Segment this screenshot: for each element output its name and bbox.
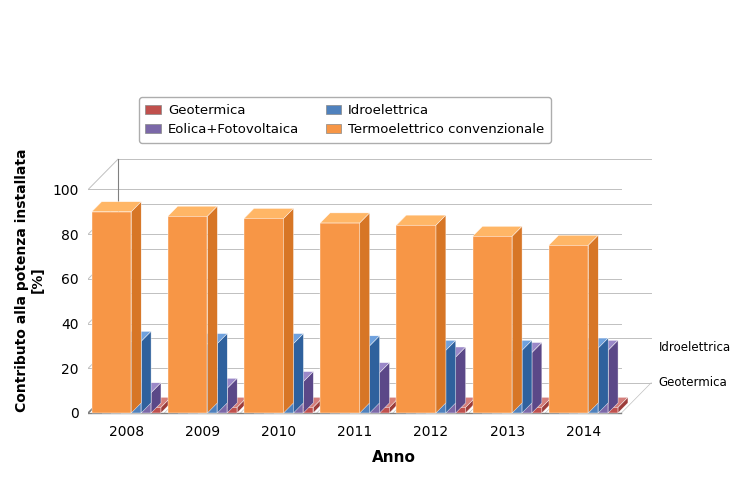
Polygon shape (111, 383, 161, 393)
Polygon shape (370, 336, 380, 413)
Polygon shape (330, 346, 370, 413)
Polygon shape (568, 340, 618, 350)
Polygon shape (102, 341, 141, 413)
Polygon shape (568, 350, 608, 413)
Polygon shape (482, 340, 532, 350)
Polygon shape (274, 408, 313, 413)
Polygon shape (254, 344, 293, 413)
Polygon shape (244, 218, 283, 413)
Polygon shape (161, 397, 171, 413)
Polygon shape (618, 397, 628, 413)
Polygon shape (549, 235, 598, 245)
Polygon shape (426, 397, 476, 408)
Polygon shape (320, 213, 370, 223)
Polygon shape (283, 208, 293, 413)
Polygon shape (293, 334, 304, 413)
Polygon shape (244, 208, 293, 218)
Polygon shape (416, 357, 456, 413)
Y-axis label: Contributo alla potenza installata
[%]: Contributo alla potenza installata [%] (15, 148, 45, 412)
Polygon shape (92, 212, 132, 413)
Polygon shape (416, 347, 466, 357)
Polygon shape (218, 334, 227, 413)
Polygon shape (132, 202, 141, 413)
Polygon shape (188, 388, 227, 413)
Polygon shape (473, 226, 522, 236)
Polygon shape (522, 340, 532, 413)
Polygon shape (313, 397, 323, 413)
Polygon shape (406, 350, 446, 413)
Polygon shape (340, 372, 380, 413)
Polygon shape (559, 338, 608, 348)
Polygon shape (188, 378, 237, 388)
Polygon shape (396, 215, 446, 225)
Polygon shape (380, 363, 390, 413)
Polygon shape (578, 408, 618, 413)
Polygon shape (121, 397, 171, 408)
Legend: Geotermica, Eolica+Fotovoltaica, Idroelettrica, Termoelettrico convenzionale: Geotermica, Eolica+Fotovoltaica, Idroele… (139, 97, 551, 143)
Polygon shape (92, 202, 141, 212)
Polygon shape (330, 336, 380, 346)
Polygon shape (559, 348, 598, 413)
Polygon shape (350, 408, 390, 413)
Polygon shape (141, 331, 151, 413)
Polygon shape (542, 397, 552, 413)
Polygon shape (473, 236, 512, 413)
Polygon shape (264, 372, 313, 382)
Polygon shape (168, 206, 218, 216)
Polygon shape (274, 397, 323, 408)
Polygon shape (111, 393, 151, 413)
Polygon shape (121, 408, 161, 413)
Polygon shape (227, 378, 237, 413)
Text: Idroelettrica: Idroelettrica (659, 341, 731, 354)
Polygon shape (492, 353, 532, 413)
Polygon shape (197, 408, 237, 413)
Polygon shape (492, 343, 542, 353)
Polygon shape (320, 223, 360, 413)
Polygon shape (589, 235, 598, 413)
Polygon shape (390, 397, 399, 413)
Polygon shape (502, 397, 552, 408)
Polygon shape (598, 338, 608, 413)
Polygon shape (254, 334, 304, 344)
Polygon shape (102, 331, 151, 341)
Polygon shape (168, 216, 207, 413)
Polygon shape (264, 382, 304, 413)
Polygon shape (466, 397, 476, 413)
Polygon shape (360, 213, 370, 413)
Polygon shape (237, 397, 247, 413)
Polygon shape (178, 344, 218, 413)
X-axis label: Anno: Anno (372, 450, 416, 465)
Polygon shape (207, 206, 218, 413)
Polygon shape (197, 397, 247, 408)
Text: Geotermica: Geotermica (659, 376, 728, 389)
Polygon shape (578, 397, 628, 408)
Polygon shape (456, 347, 466, 413)
Polygon shape (340, 363, 390, 372)
Polygon shape (446, 340, 456, 413)
Polygon shape (502, 408, 542, 413)
Polygon shape (178, 334, 227, 344)
Polygon shape (532, 343, 542, 413)
Polygon shape (482, 350, 522, 413)
Polygon shape (549, 245, 589, 413)
Polygon shape (426, 408, 466, 413)
Polygon shape (512, 226, 522, 413)
Polygon shape (304, 372, 313, 413)
Polygon shape (608, 340, 618, 413)
Polygon shape (436, 215, 446, 413)
Polygon shape (406, 340, 456, 350)
Polygon shape (350, 397, 399, 408)
Polygon shape (396, 225, 436, 413)
Polygon shape (151, 383, 161, 413)
